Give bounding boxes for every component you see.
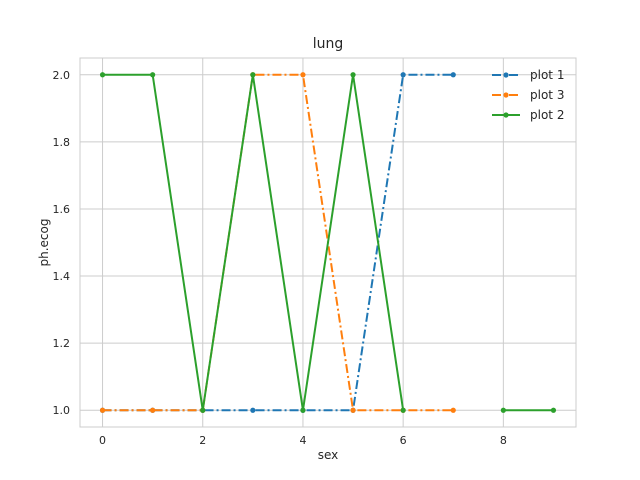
data-point <box>250 72 256 78</box>
legend-marker <box>503 72 509 78</box>
data-point <box>99 72 106 78</box>
series-line <box>102 73 454 412</box>
data-point <box>350 72 356 78</box>
data-point <box>350 407 356 413</box>
series-lines <box>99 72 557 413</box>
data-point <box>150 72 156 78</box>
data-point <box>99 407 106 413</box>
data-point <box>300 407 306 413</box>
data-point <box>150 407 156 413</box>
y-tick-label: 1.4 <box>53 270 71 283</box>
legend-item: plot 3 <box>492 88 564 102</box>
y-tick-label: 2.0 <box>53 69 71 82</box>
y-tick-label: 1.0 <box>53 404 71 417</box>
data-point <box>300 72 306 78</box>
x-tick-label: 6 <box>400 434 407 447</box>
x-axis-label: sex <box>318 448 339 462</box>
x-tick-label: 0 <box>99 434 106 447</box>
data-point <box>200 407 206 413</box>
y-tick-label: 1.2 <box>53 337 71 350</box>
legend: plot 1 plot 3 plot 2 <box>492 68 564 122</box>
y-tick-label: 1.8 <box>53 136 71 149</box>
legend-marker <box>503 112 509 118</box>
legend-label: plot 1 <box>530 68 564 82</box>
data-point <box>500 407 506 413</box>
grid-lines <box>80 58 576 427</box>
chart-title: lung <box>313 36 344 52</box>
legend-marker <box>503 92 509 98</box>
x-tick-label: 8 <box>500 434 507 447</box>
data-point <box>450 407 456 413</box>
y-axis-label: ph.ecog <box>37 219 51 267</box>
legend-label: plot 2 <box>530 108 564 122</box>
data-point <box>550 407 557 413</box>
data-point <box>450 72 456 78</box>
x-tick-label: 4 <box>299 434 306 447</box>
legend-item: plot 2 <box>492 108 564 122</box>
x-tick-label: 2 <box>199 434 206 447</box>
legend-label: plot 3 <box>530 88 564 102</box>
series-group <box>99 72 557 413</box>
data-point <box>250 407 256 413</box>
plot-frame <box>79 57 577 428</box>
data-point <box>400 407 406 413</box>
legend-item: plot 1 <box>492 68 564 82</box>
tick-labels: 0 2 4 6 8 1.0 1.2 1.4 1.6 1.8 2.0 <box>53 69 507 447</box>
y-tick-label: 1.6 <box>53 203 71 216</box>
data-point <box>400 72 406 78</box>
